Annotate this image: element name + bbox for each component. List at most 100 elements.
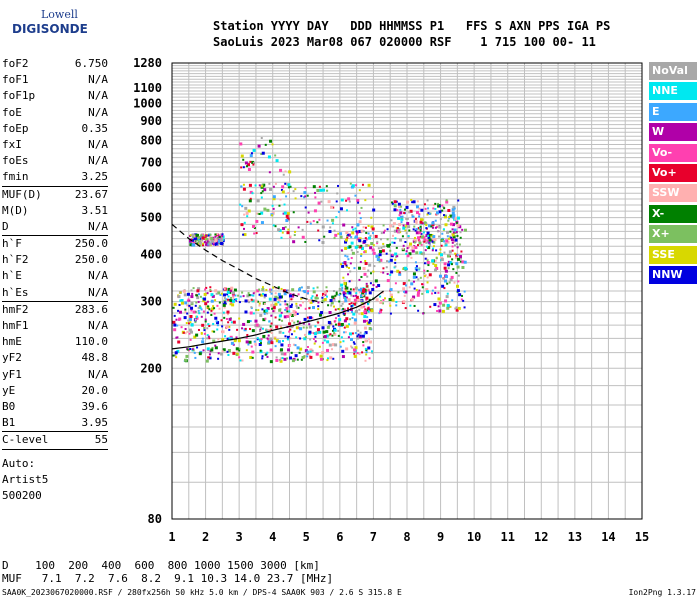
autoscaler-name: Artist5	[2, 472, 49, 486]
echo-point	[235, 297, 238, 300]
param-divider	[2, 235, 108, 237]
echo-point	[463, 228, 467, 232]
param-name: B1	[2, 416, 16, 430]
echo-point	[262, 183, 266, 187]
echo-point	[334, 294, 337, 297]
echo-point	[340, 283, 344, 287]
echo-point	[328, 334, 331, 337]
echo-point	[229, 303, 232, 306]
param-name: h`E	[2, 269, 22, 283]
echo-point	[440, 244, 443, 247]
echo-point	[325, 295, 328, 298]
echo-point	[218, 307, 221, 310]
echo-point	[390, 201, 393, 204]
echo-point	[288, 312, 292, 316]
echo-point	[241, 359, 244, 362]
param-group-virtual-heights: h`F 250.0 h`F2 250.0 h`E N/A h`Es N/A	[2, 236, 108, 301]
echo-point	[278, 318, 281, 321]
echo-point	[431, 259, 435, 263]
echo-point	[186, 292, 190, 296]
echo-point	[286, 314, 290, 318]
echo-point	[173, 328, 177, 332]
echo-point	[365, 351, 368, 354]
echo-point	[283, 352, 287, 356]
echo-point	[456, 223, 460, 227]
echo-point	[260, 221, 264, 225]
echo-point	[453, 281, 456, 284]
echo-point	[378, 253, 382, 257]
echo-point	[260, 211, 264, 215]
echo-point	[359, 237, 362, 240]
echo-point	[193, 237, 197, 241]
echo-point	[272, 207, 275, 210]
echo-point	[405, 252, 408, 255]
echo-point	[263, 302, 266, 305]
echo-point	[416, 244, 419, 247]
echo-point	[291, 298, 294, 301]
echo-point	[394, 237, 397, 240]
echo-point	[354, 227, 357, 230]
echo-point	[258, 302, 261, 305]
echo-point	[431, 289, 434, 292]
echo-point	[386, 228, 389, 231]
echo-point	[211, 346, 214, 349]
echo-point	[374, 234, 378, 238]
param-name: M(D)	[2, 203, 29, 217]
echo-point	[290, 314, 294, 318]
echo-point	[364, 261, 368, 265]
echo-point	[277, 228, 281, 232]
echo-point	[173, 302, 177, 306]
echo-point	[314, 196, 317, 199]
echo-point	[286, 303, 289, 306]
echo-point	[450, 275, 454, 279]
echo-point	[262, 289, 265, 292]
echo-point	[389, 273, 392, 276]
echo-point	[379, 295, 382, 298]
echo-point	[347, 336, 350, 339]
echo-point	[250, 306, 253, 309]
echo-point	[457, 216, 461, 220]
echo-point	[228, 337, 231, 340]
echo-point	[427, 246, 431, 250]
echo-point	[427, 207, 430, 210]
echo-point	[345, 317, 349, 321]
echo-point	[289, 292, 292, 295]
echo-point	[370, 272, 373, 275]
echo-point	[287, 305, 290, 308]
echo-point	[184, 332, 187, 335]
echo-point	[406, 254, 410, 258]
echo-point	[367, 244, 370, 247]
auto-label: Auto:	[2, 456, 36, 470]
echo-point	[352, 341, 355, 344]
echo-point	[337, 314, 340, 317]
echo-point	[274, 345, 277, 348]
echo-point	[362, 230, 365, 233]
echo-point	[242, 158, 245, 161]
echo-point	[359, 287, 362, 290]
echo-point	[258, 343, 262, 347]
echo-point	[364, 347, 367, 350]
param-row: hmF1 N/A	[2, 318, 108, 334]
echo-point	[258, 288, 261, 291]
echo-point	[211, 330, 214, 333]
echo-point	[214, 239, 218, 243]
echo-point	[423, 275, 426, 278]
echo-point	[451, 211, 455, 215]
echo-point	[184, 358, 188, 362]
echo-point	[172, 306, 175, 309]
echo-point	[457, 274, 460, 277]
echo-point	[204, 318, 207, 321]
echo-point	[217, 291, 221, 295]
echo-point	[294, 197, 297, 200]
echo-point	[267, 334, 270, 337]
echo-point	[401, 235, 404, 238]
echo-point	[403, 212, 406, 215]
echo-point	[363, 332, 366, 335]
echo-point	[367, 289, 370, 292]
echo-point	[382, 271, 385, 274]
echo-point	[350, 249, 353, 252]
echo-point	[362, 294, 365, 297]
echo-point	[239, 295, 242, 298]
profile-traces	[171, 223, 384, 350]
echo-point	[207, 335, 210, 338]
